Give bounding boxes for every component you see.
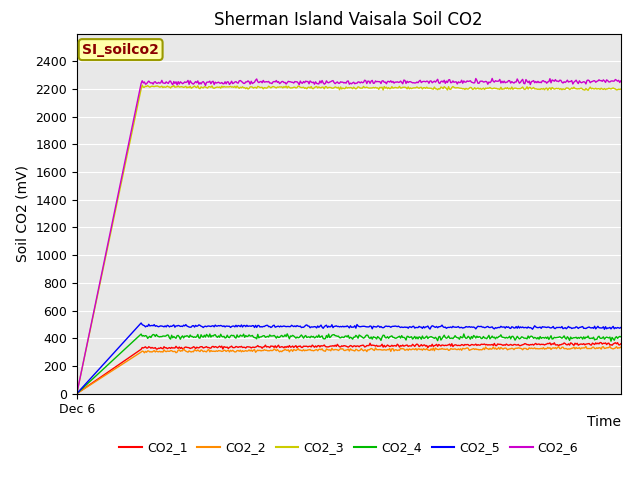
Text: SI_soilco2: SI_soilco2 xyxy=(82,43,159,57)
CO2_5 xyxy=(520,325,527,331)
CO2_1 xyxy=(332,342,339,348)
CO2_6 xyxy=(605,79,612,85)
Line: CO2_5: CO2_5 xyxy=(77,323,621,394)
CO2_6 xyxy=(520,81,527,86)
CO2_2 xyxy=(519,347,527,353)
Line: CO2_3: CO2_3 xyxy=(77,85,621,394)
CO2_5 xyxy=(332,323,340,329)
CO2_1 xyxy=(605,340,612,346)
CO2_3 xyxy=(332,84,340,90)
CO2_1 xyxy=(397,343,404,348)
Line: CO2_4: CO2_4 xyxy=(77,334,621,394)
CO2_4 xyxy=(73,391,81,396)
CO2_6 xyxy=(73,391,81,396)
CO2_5 xyxy=(617,324,625,330)
CO2_4 xyxy=(336,335,344,340)
CO2_5 xyxy=(605,325,612,331)
CO2_6 xyxy=(397,78,404,84)
CO2_1 xyxy=(367,343,375,348)
CO2_3 xyxy=(605,85,612,91)
CO2_5 xyxy=(73,391,81,396)
CO2_2 xyxy=(335,348,342,353)
Line: CO2_6: CO2_6 xyxy=(77,78,621,394)
CO2_2 xyxy=(73,391,81,396)
Legend: CO2_1, CO2_2, CO2_3, CO2_4, CO2_5, CO2_6: CO2_1, CO2_2, CO2_3, CO2_4, CO2_5, CO2_6 xyxy=(115,436,583,459)
CO2_2 xyxy=(332,347,339,352)
CO2_2 xyxy=(582,344,589,349)
CO2_4 xyxy=(332,333,340,339)
CO2_4 xyxy=(284,331,291,337)
CO2_4 xyxy=(605,335,612,341)
CO2_5 xyxy=(369,326,376,332)
CO2_1 xyxy=(73,391,81,396)
CO2_2 xyxy=(617,344,625,350)
Line: CO2_1: CO2_1 xyxy=(77,343,621,394)
CO2_1 xyxy=(617,341,625,347)
Line: CO2_2: CO2_2 xyxy=(77,347,621,394)
CO2_2 xyxy=(605,345,612,350)
CO2_6 xyxy=(367,78,375,84)
Title: Sherman Island Vaisala Soil CO2: Sherman Island Vaisala Soil CO2 xyxy=(214,11,483,29)
Text: Time: Time xyxy=(587,415,621,429)
CO2_4 xyxy=(369,336,376,342)
CO2_4 xyxy=(520,335,527,341)
CO2_1 xyxy=(335,343,342,348)
CO2_1 xyxy=(596,340,604,346)
CO2_1 xyxy=(519,342,527,348)
CO2_4 xyxy=(398,333,406,338)
CO2_3 xyxy=(73,391,81,396)
CO2_3 xyxy=(369,85,376,91)
CO2_2 xyxy=(367,346,375,351)
CO2_6 xyxy=(335,80,342,86)
CO2_5 xyxy=(398,324,406,330)
CO2_5 xyxy=(336,324,344,330)
CO2_5 xyxy=(138,320,145,326)
CO2_3 xyxy=(398,85,406,91)
Y-axis label: Soil CO2 (mV): Soil CO2 (mV) xyxy=(15,165,29,262)
CO2_3 xyxy=(138,82,146,88)
CO2_6 xyxy=(332,81,339,86)
CO2_6 xyxy=(488,75,496,81)
CO2_4 xyxy=(617,334,625,340)
CO2_2 xyxy=(397,346,404,351)
CO2_3 xyxy=(617,86,625,92)
CO2_6 xyxy=(617,78,625,84)
CO2_3 xyxy=(520,86,527,92)
CO2_3 xyxy=(336,87,344,93)
